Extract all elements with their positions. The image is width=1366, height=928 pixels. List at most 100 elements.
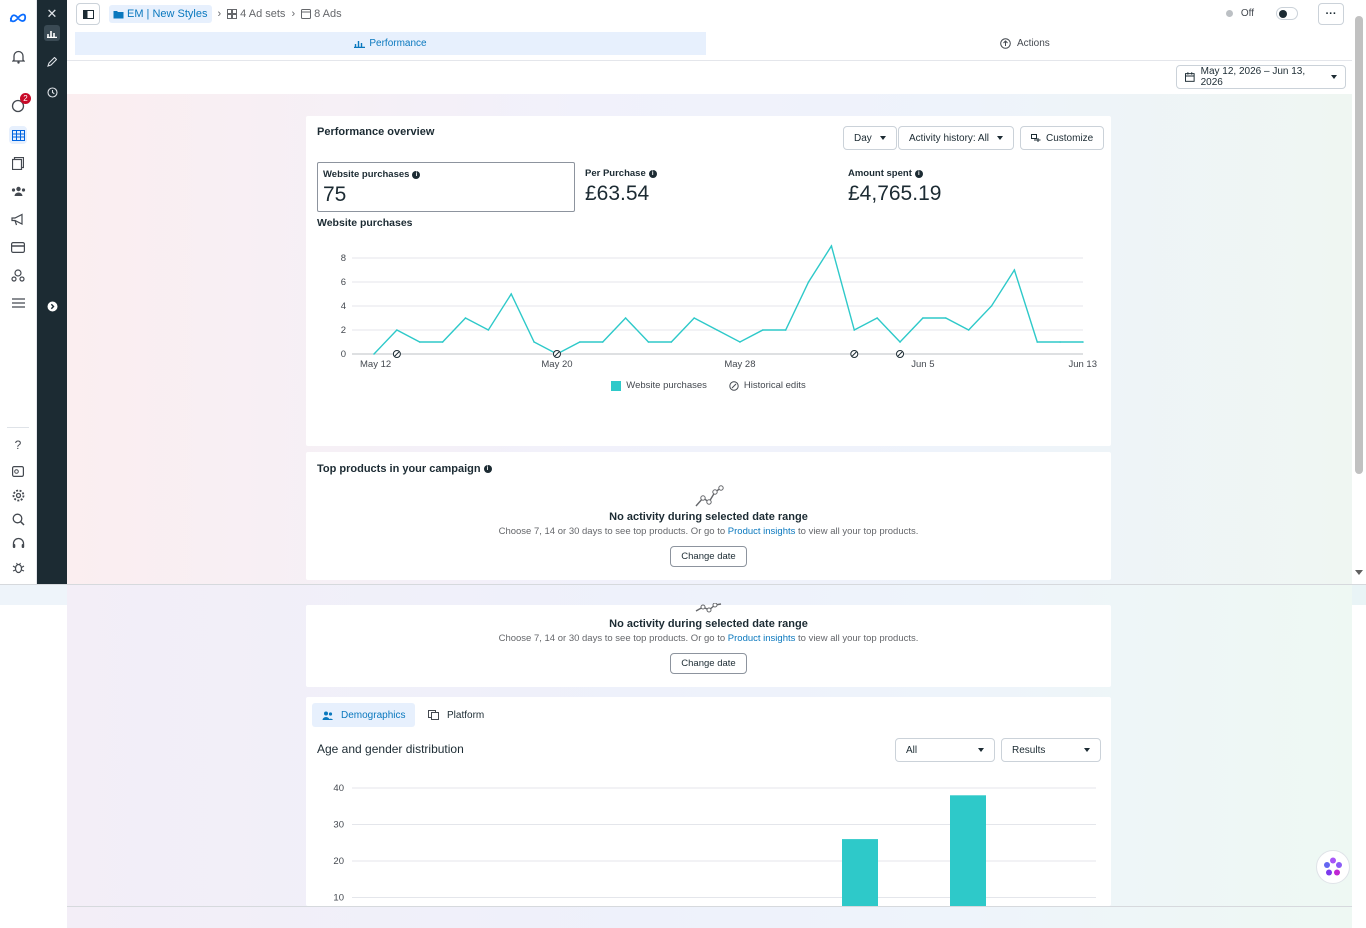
info-icon[interactable]: i: [412, 170, 421, 179]
menu-icon[interactable]: [9, 294, 27, 312]
billing-icon[interactable]: [9, 238, 27, 256]
ad-icon: [301, 9, 312, 19]
calendar-icon: [1185, 72, 1195, 82]
data-point: [1036, 341, 1039, 343]
search-icon[interactable]: [9, 510, 27, 528]
meta-logo-icon[interactable]: [9, 9, 27, 27]
help-icon[interactable]: ?: [14, 438, 22, 452]
toggle-panel-button[interactable]: [76, 3, 100, 25]
granularity-label: Day: [854, 132, 872, 144]
granularity-select[interactable]: Day: [843, 126, 897, 150]
info-icon[interactable]: i: [483, 465, 492, 473]
data-point: [441, 341, 444, 343]
accounts-icon[interactable]: [9, 266, 27, 284]
customize-button[interactable]: Customize: [1020, 126, 1105, 150]
assistant-button[interactable]: [1316, 850, 1350, 884]
tab-actions[interactable]: Actions: [1000, 32, 1050, 55]
empty-state-text: Choose 7, 14 or 30 days to see top produ…: [306, 633, 1111, 644]
info-icon[interactable]: i: [914, 169, 923, 178]
y-tick-label: 0: [341, 349, 346, 360]
support-icon[interactable]: [9, 534, 27, 552]
tab-demographics[interactable]: Demographics: [312, 703, 416, 727]
top-products-title: Top products in your campaign i: [317, 463, 492, 475]
metric-amount-spent[interactable]: Amount spent i £4,765.19: [848, 168, 941, 206]
metric-value: 75: [323, 183, 347, 206]
empty-text-before: Choose 7, 14 or 30 days to see top produ…: [498, 633, 728, 644]
tab-platform-label: Platform: [447, 709, 485, 721]
messages-icon[interactable]: 2: [9, 93, 31, 115]
primary-nav-rail: 2 ?: [0, 0, 37, 584]
y-tick-label: 6: [341, 277, 346, 288]
product-insights-link[interactable]: Product insights: [727, 526, 796, 537]
gender-filter-select[interactable]: All: [895, 738, 995, 762]
series-line: [373, 244, 1083, 355]
product-insights-link[interactable]: Product insights: [727, 633, 796, 644]
tab-platform[interactable]: Platform: [418, 703, 494, 727]
empty-text-after: to view all your top products.: [795, 526, 919, 537]
bell-icon[interactable]: [9, 48, 27, 66]
chart-legend: Website purchases Historical edits: [306, 380, 1111, 391]
view-tabs: Performance Actions: [75, 32, 1344, 56]
data-point: [624, 317, 627, 319]
date-range-picker[interactable]: May 12, 2026 – Jun 13, 2026: [1176, 65, 1346, 89]
data-point: [510, 293, 513, 295]
vertical-scrollbar[interactable]: [1352, 0, 1366, 584]
data-point: [647, 341, 650, 343]
tab-performance[interactable]: Performance: [75, 32, 706, 55]
data-point: [784, 329, 787, 331]
caret-down-icon: [997, 136, 1004, 140]
legend-label: Historical edits: [743, 380, 806, 391]
breadcrumb-campaign[interactable]: EM | New Styles: [109, 5, 212, 23]
caret-down-icon: [879, 136, 886, 140]
date-range-label: May 12, 2026 – Jun 13, 2026: [1200, 66, 1306, 88]
top-products-title-text: Top products in your campaign: [317, 463, 481, 475]
status-switch[interactable]: [1276, 7, 1298, 20]
data-point: [487, 329, 490, 331]
legend-item-purchases[interactable]: Website purchases: [611, 380, 707, 391]
data-point: [899, 341, 901, 343]
customize-icon: [1031, 133, 1041, 142]
data-point: [922, 317, 924, 319]
clock-icon[interactable]: [44, 84, 60, 100]
breadcrumb-ads[interactable]: 8 Ads: [301, 8, 342, 20]
data-point: [807, 281, 810, 283]
historical-edit-slash: [394, 351, 400, 357]
metric-website-purchases[interactable]: Website purchases i 75: [317, 162, 575, 212]
assistant-flower-icon: [1324, 857, 1342, 876]
table-icon[interactable]: [9, 126, 27, 144]
caret-down-icon: [1084, 748, 1090, 752]
info-icon[interactable]: i: [648, 169, 657, 178]
bar-chart-icon: [354, 41, 366, 48]
expand-icon[interactable]: [44, 298, 60, 314]
empty-chart-icon: [695, 603, 722, 613]
x-tick-label: May 20: [541, 359, 572, 370]
gear-icon[interactable]: [9, 486, 27, 504]
close-icon[interactable]: ✕: [46, 6, 58, 21]
metric-per-purchase[interactable]: Per Purchase i £63.54: [585, 168, 657, 206]
data-point: [967, 329, 970, 331]
y-tick-label: 20: [333, 856, 344, 867]
chart-icon[interactable]: [44, 25, 60, 41]
pages-icon[interactable]: [9, 154, 27, 172]
pencil-icon[interactable]: [44, 54, 60, 70]
caret-down-icon: [978, 748, 984, 752]
scroll-down-arrow-icon[interactable]: [1355, 570, 1363, 576]
breadcrumb-adsets[interactable]: 4 Ad sets: [227, 8, 285, 20]
data-point: [579, 341, 581, 343]
more-button[interactable]: ···: [1318, 3, 1344, 25]
metric-filter-select[interactable]: Results: [1001, 738, 1101, 762]
data-point: [693, 317, 695, 319]
activity-history-select[interactable]: Activity history: All: [898, 126, 1015, 150]
scrollbar-thumb[interactable]: [1355, 16, 1363, 474]
change-date-button[interactable]: Change date: [670, 546, 747, 567]
x-tick-label: May 28: [724, 359, 755, 370]
metric-value: £4,765.19: [848, 182, 942, 205]
audience-icon[interactable]: [9, 182, 27, 200]
bug-icon[interactable]: [9, 558, 27, 576]
megaphone-icon[interactable]: [9, 210, 27, 228]
change-date-button[interactable]: Change date: [670, 653, 747, 674]
data-point: [533, 341, 535, 343]
legend-item-edits[interactable]: Historical edits: [729, 380, 806, 391]
guide-icon[interactable]: [9, 462, 27, 480]
empty-chart-icon: [695, 485, 724, 507]
